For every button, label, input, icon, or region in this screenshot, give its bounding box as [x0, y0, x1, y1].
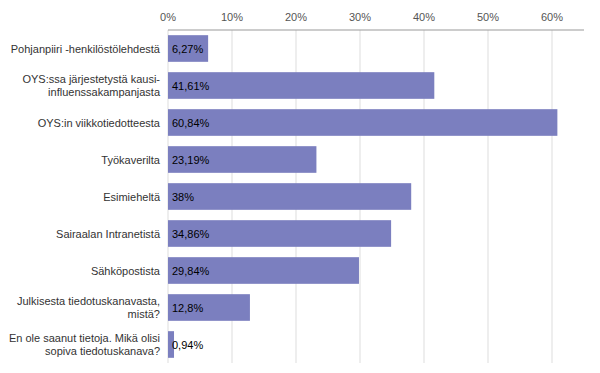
x-tick-label: 30% [349, 11, 371, 23]
data-label: 60,84% [172, 117, 210, 129]
data-label: 38% [172, 191, 194, 203]
x-tick-label: 10% [221, 11, 243, 23]
category-label-line: Pohjanpiiri -henkilöstölehdestä [11, 43, 161, 55]
category-label: Esimieheltä [103, 191, 161, 203]
category-label-line: OYS:ssa järjestetystä kausi- [22, 73, 160, 85]
bar [168, 183, 411, 210]
bar [168, 146, 316, 173]
data-label: 0,94% [172, 339, 203, 351]
bar [168, 257, 359, 284]
x-axis-line [168, 30, 584, 31]
grid [168, 30, 552, 363]
x-tick-label: 40% [413, 11, 435, 23]
data-label: 34,86% [172, 228, 210, 240]
category-label-line: En ole saanut tietoja. Mikä olisi [9, 332, 160, 344]
category-label-line: mistä? [128, 308, 160, 320]
category-label: Pohjanpiiri -henkilöstölehdestä [11, 43, 161, 55]
category-label-line: OYS:in viikkotiedotteesta [38, 117, 161, 129]
category-label-line: Esimieheltä [103, 191, 161, 203]
bars [168, 35, 557, 358]
category-label: Työkaverilta [101, 154, 161, 166]
x-tick-label: 20% [285, 11, 307, 23]
data-labels: 6,27% 41,61% 60,84% 23,19% 38% 34,86% 29,84% 12… [172, 43, 210, 351]
category-label-line: influenssakampanjasta [48, 86, 161, 98]
category-label: OYS:ssa järjestetystä kausi-influenssaka… [22, 73, 160, 98]
data-label: 41,61% [172, 80, 210, 92]
chart: Pohjanpiiri -henkilöstölehdestä OYS:ssa j… [0, 0, 600, 373]
data-label: 6,27% [172, 43, 203, 55]
x-tick-label: 50% [477, 11, 499, 23]
bar [168, 294, 250, 321]
category-label-line: sopiva tiedotuskanava? [45, 345, 160, 357]
x-tick-labels: 0% 10% 20% 30% 40% 50% 60% [160, 11, 563, 23]
category-label: OYS:in viikkotiedotteesta [38, 117, 161, 129]
x-tick-label: 60% [541, 11, 563, 23]
grid-line [552, 30, 553, 363]
category-label: Sähköpostista [91, 265, 161, 277]
data-label: 23,19% [172, 154, 210, 166]
category-label-line: Julkisesta tiedotuskanavasta, [17, 295, 160, 307]
bar [168, 220, 391, 247]
grid-line [488, 30, 489, 363]
x-tick-label: 0% [160, 11, 176, 23]
category-labels: Pohjanpiiri -henkilöstölehdestä OYS:ssa j… [9, 43, 161, 357]
data-label: 29,84% [172, 265, 210, 277]
category-label-line: Sähköpostista [91, 265, 161, 277]
bar [168, 72, 434, 99]
bar [168, 109, 557, 136]
category-label: En ole saanut tietoja. Mikä olisisopiva … [9, 332, 160, 357]
category-label-line: Työkaverilta [101, 154, 161, 166]
category-label: Sairaalan Intranetistä [56, 228, 161, 240]
category-label-line: Sairaalan Intranetistä [56, 228, 161, 240]
bar [168, 35, 208, 62]
data-label: 12,8% [172, 302, 203, 314]
category-label: Julkisesta tiedotuskanavasta,mistä? [17, 295, 160, 320]
